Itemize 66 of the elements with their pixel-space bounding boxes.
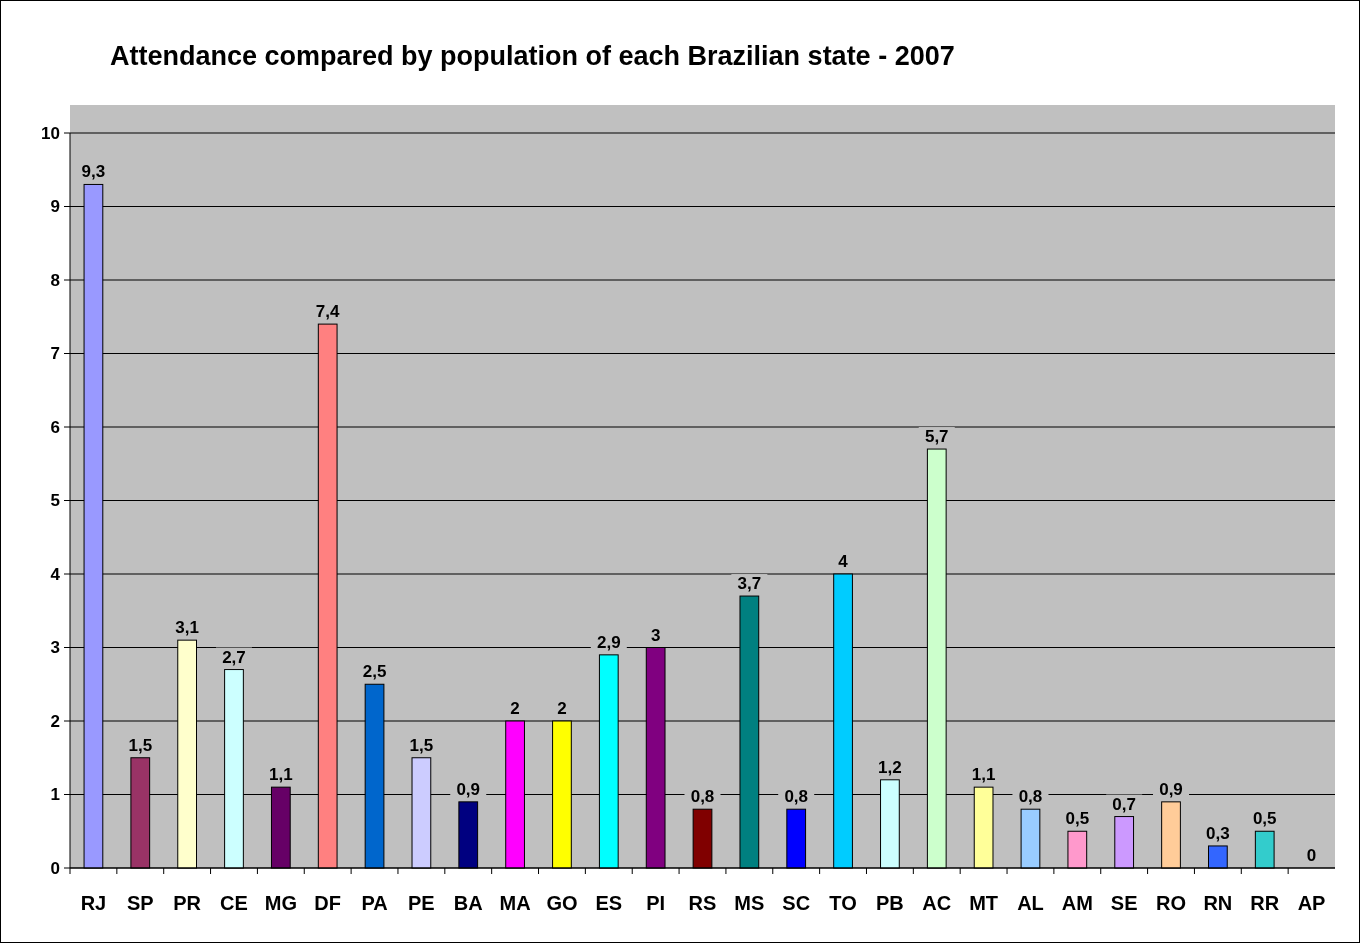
data-label: 2,9 [596,632,621,652]
data-label: 7,4 [315,302,341,322]
data-label: 0,8 [784,787,809,807]
x-tick-label: SC [782,892,811,914]
x-tick-label: SE [1110,892,1138,914]
x-tick-label: BA [453,892,483,914]
data-label: 1,5 [409,735,434,755]
data-label: 0 [1306,846,1317,865]
data-label: 3,7 [737,574,762,594]
x-tick-label: PA [361,892,388,914]
data-label: 0,9 [456,779,481,799]
x-tick-label: SP [126,892,154,914]
data-label: 2,5 [362,662,387,682]
data-label: 0,7 [1112,794,1136,814]
x-tick-label: MT [969,892,999,914]
x-tick-label: CE [220,892,248,914]
data-label: 0,5 [1065,809,1090,829]
x-tick-label: MA [499,892,531,914]
data-label: 0,5 [1252,809,1277,829]
x-tick-label: GO [546,892,578,914]
data-label: 2 [510,699,520,718]
x-tick-label: PB [876,892,904,914]
y-tick-label: 6 [50,417,60,437]
data-label: 1,2 [878,757,902,777]
data-label: 3,1 [175,618,199,638]
x-tick-label: DF [314,892,342,914]
y-tick-label: 5 [50,491,60,511]
data-label: 1,5 [128,735,153,755]
x-tick-label: AL [1017,892,1044,914]
y-tick-label: 4 [50,564,61,584]
data-label: 5,7 [924,427,949,447]
y-tick-label: 0 [50,858,60,878]
chart-title: Attendance compared by population of each Brazilian state - 2007 [110,41,955,71]
x-tick-label: AM [1061,892,1093,914]
y-tick-label: 10 [41,123,60,143]
y-tick-label: 7 [50,344,60,364]
x-tick-label: PE [408,892,435,914]
x-tick-label: AP [1297,892,1326,914]
x-tick-label: RJ [80,892,107,914]
x-tick-label: RS [688,892,717,914]
x-tick-label: AC [922,892,952,914]
data-label: 2,7 [222,647,246,667]
x-tick-label: ES [595,892,623,914]
x-tick-label: PR [173,892,202,914]
x-tick-label: PI [646,892,666,914]
data-label: 0,9 [1159,779,1183,799]
y-tick-label: 3 [50,638,60,658]
x-tick-label: RO [1156,892,1187,914]
y-tick-label: 9 [50,197,60,217]
data-label: 0,3 [1206,823,1230,843]
y-tick-label: 8 [50,270,60,290]
data-label: 1,1 [269,765,293,785]
y-tick-label: 2 [50,711,60,731]
x-tick-label: MS [734,892,765,914]
x-tick-label: MG [264,892,297,914]
x-tick-label: RR [1250,892,1280,914]
data-label: 0,8 [1018,787,1043,807]
data-label: 9,3 [81,162,106,182]
data-label: 4 [838,552,849,571]
data-label: 3 [650,625,661,645]
x-tick-label: RN [1203,892,1233,914]
data-label: 2 [557,699,567,718]
data-label: 1,1 [971,765,996,785]
x-tick-label: TO [829,892,857,914]
y-tick-label: 1 [50,785,60,805]
data-label: 0,8 [690,787,715,807]
